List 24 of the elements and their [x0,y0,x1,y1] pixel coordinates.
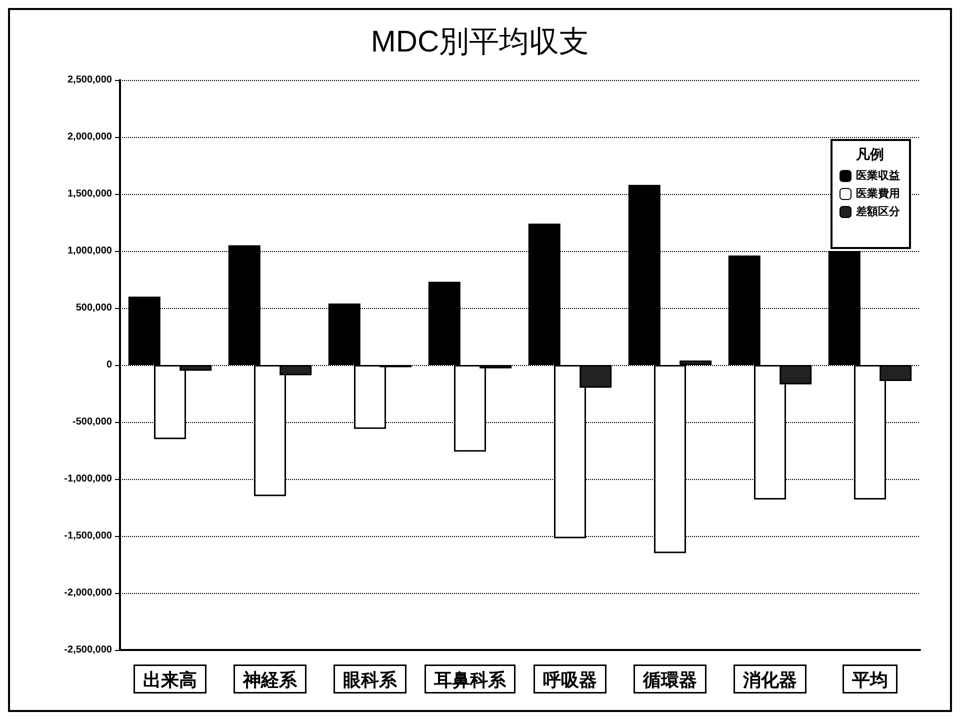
y-tick-label: -2,000,000 [64,588,112,598]
legend-label: 差額区分 [855,205,901,218]
y-tick-label: 1,500,000 [68,188,112,200]
y-tick-label: 1,000,000 [68,246,112,256]
y-tick-label: -2,500,000 [64,644,112,656]
chart-title: MDC別平均収支 [370,26,590,58]
y-tick-label: -1,500,000 [64,530,112,542]
y-tick-label: -500,000 [72,416,112,428]
legend-label: 医業収益 [856,169,900,182]
x-tick-label: 眼科系 [343,670,398,690]
y-tick-label: -1,000,000 [64,474,112,484]
x-tick-label: 耳鼻科系 [433,670,507,690]
y-tick-label: 2,000,000 [68,132,112,142]
x-tick-label: 消化器 [742,670,797,690]
x-tick-label: 呼吸器 [543,670,597,690]
x-tick-label: 平均 [851,670,888,690]
x-tick-label: 神経系 [242,670,298,690]
legend-label: 医業費用 [856,187,900,200]
legend-title: 凡例 [854,146,885,165]
y-tick-label: 2,500,000 [68,74,112,86]
x-tick-label: 循環器 [642,670,697,690]
y-tick-label: 500,000 [76,302,112,314]
x-tick-label: 出来高 [143,670,197,690]
y-tick-label: 0 [106,360,112,370]
